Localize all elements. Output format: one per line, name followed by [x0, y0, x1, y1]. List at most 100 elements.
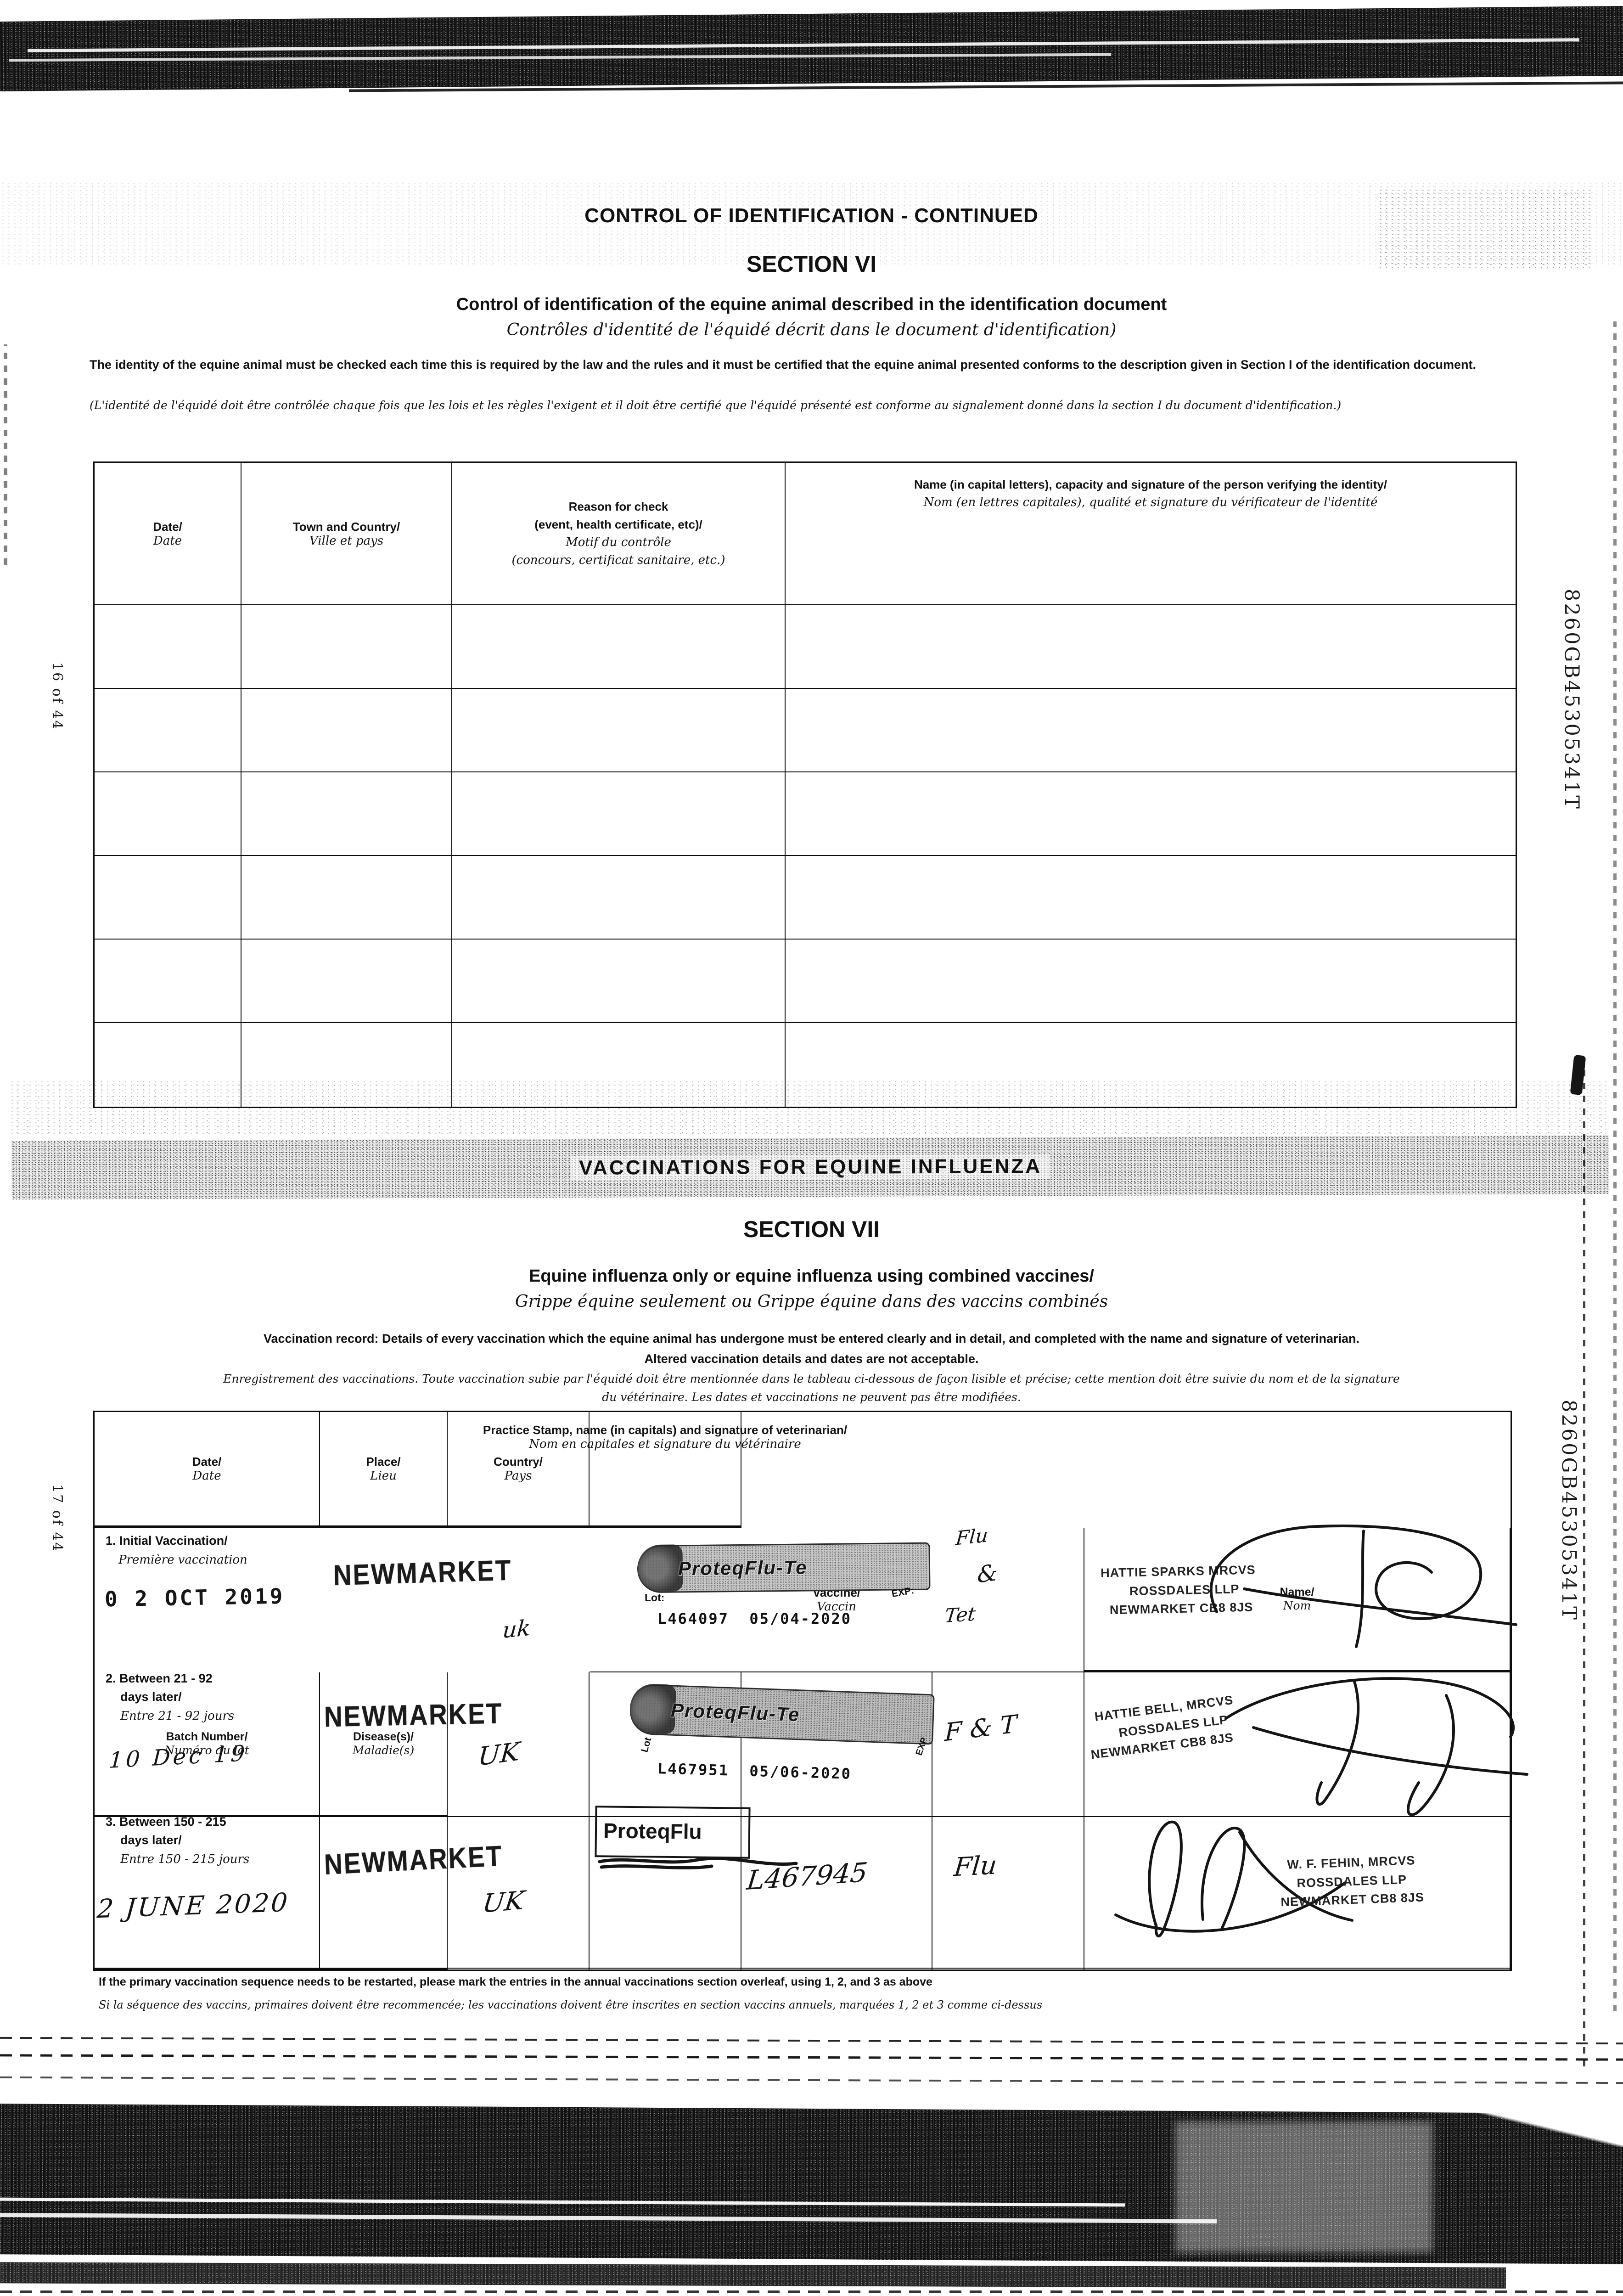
- section7-subtitle-fr: Grippe équine seulement ou Grippe équine…: [515, 1292, 1108, 1311]
- empty-cell: [786, 856, 1516, 940]
- vt-r3-batch: [1084, 1969, 1511, 1970]
- r3-country-handwriting: UK: [481, 1885, 526, 1919]
- empty-cell: [241, 1023, 452, 1107]
- vt-col-batch-fr: Numéro du lot: [164, 1744, 249, 1757]
- vt-col-batch-en: Batch Number/: [166, 1730, 248, 1743]
- col-header-reason-3: Motif du contrôle: [566, 535, 671, 549]
- vt-r2-place: [590, 1817, 741, 1969]
- col-header-date-en: Date/: [153, 519, 182, 534]
- section7-note-fr1: Enregistrement des vaccinations. Toute v…: [223, 1372, 1400, 1385]
- scan-streak-line1: [0, 2037, 1623, 2045]
- r1-signature: [1210, 1525, 1517, 1648]
- page-number-top: 16 of 44: [49, 662, 65, 731]
- section7-note-fr2: du vétérinaire. Les dates et vaccination…: [602, 1390, 1021, 1404]
- empty-cell: [452, 605, 786, 689]
- r2-vaccine-sticker: ProteqFlu-Te: [629, 1683, 935, 1745]
- section6-subtitle-fr: Contrôles d'identité de l'équidé décrit …: [506, 321, 1117, 339]
- vt-r2-vname: [932, 1817, 1084, 1969]
- empty-cell: [452, 940, 786, 1023]
- empty-cell: [452, 856, 786, 940]
- r1-vaccine-sticker: ProteqFlu-Te: [637, 1542, 931, 1593]
- col-header-verifier-fr: Nom (en lettres capitales), qualité et s…: [923, 495, 1378, 509]
- vt-col-stamp-fr: Nom en capitales et signature du vétérin…: [529, 1437, 801, 1451]
- col-header-reason-4: (concours, certificat sanitaire, etc.): [511, 553, 725, 567]
- empty-cell: [241, 940, 452, 1023]
- vt-col-place: Place/ Lieu: [320, 1412, 448, 1528]
- col-header-town-en: Town and Country/: [292, 519, 400, 534]
- footnote-fr: Si la séquence des vaccins, primaires do…: [99, 1998, 1043, 2011]
- r2-place-stamp: NEWMARKET: [324, 1697, 503, 1733]
- vt-col-country-en: Country/: [494, 1455, 543, 1469]
- footnote-en: If the primary vaccination sequence need…: [99, 1975, 932, 1988]
- section7-note-en2: Altered vaccination details and dates ar…: [644, 1352, 979, 1366]
- vt-r1-date: [448, 1672, 590, 1817]
- empty-cell: [786, 1023, 1516, 1107]
- speckle-title-right: [1377, 188, 1593, 269]
- vt-r2-batch: [1084, 1817, 1511, 1969]
- r3-label-fr: Entre 150 - 215 jours: [120, 1852, 250, 1866]
- r2-label-en1: 2. Between 21 - 92: [106, 1671, 213, 1685]
- document-serial-bottom: 8260GB45305341T: [1557, 1400, 1580, 1621]
- vt-col-disease: Disease(s)/ Maladie(s): [320, 1672, 448, 1817]
- vt-r3-vname: [932, 1969, 1084, 1970]
- col-header-verifier-en: Name (in capital letters), capacity and …: [914, 478, 1387, 491]
- vt-col-country: Country/ Pays: [448, 1412, 590, 1528]
- empty-cell: [786, 689, 1516, 772]
- vt-col-date: Date/ Date: [95, 1412, 320, 1528]
- col-header-town: Town and Country/ Ville et pays: [241, 463, 452, 605]
- section7-title: SECTION VII: [743, 1216, 880, 1242]
- r1-batch-number: L464097 05/04-2020: [657, 1610, 852, 1627]
- col-header-reason-1: Reason for check: [568, 500, 668, 513]
- col-header-verifier: Name (in capital letters), capacity and …: [786, 463, 1516, 605]
- r3-vaccine-stamp-box: ProteqFlu: [595, 1806, 751, 1859]
- page-number-bottom: 17 of 44: [49, 1484, 65, 1553]
- r1-vaccine-name: ProteqFlu-Te: [678, 1556, 808, 1580]
- scan-noise-bottom-wedge: [1442, 2103, 1623, 2147]
- vt-col-place-en: Place/: [366, 1455, 401, 1469]
- page-header: CONTROL OF IDENTIFICATION - CONTINUED: [584, 204, 1039, 227]
- r1-disease-line1: Flu: [955, 1524, 989, 1550]
- r1-place-stamp: NEWMARKET: [333, 1553, 512, 1592]
- empty-cell: [95, 605, 241, 689]
- r3-label-en2: days later/: [120, 1833, 182, 1847]
- vaccinations-banner-text: VACCINATIONS FOR EQUINE INFLUENZA: [570, 1154, 1050, 1181]
- section6-intro-fr: (L'identité de l'équidé doit être contrô…: [90, 399, 1342, 412]
- empty-cell: [95, 940, 241, 1023]
- vt-col-place-fr: Lieu: [370, 1469, 397, 1483]
- document-serial-top: 8260GB45305341T: [1560, 589, 1583, 810]
- r1-lot-label: Lot:: [645, 1592, 665, 1604]
- scan-artifact-vline: [1583, 1052, 1585, 2066]
- section7-note-en1: Vaccination record: Details of every vac…: [263, 1332, 1360, 1345]
- vt-r1-place: [590, 1672, 741, 1817]
- empty-cell: [241, 772, 452, 856]
- empty-cell: [452, 1023, 786, 1107]
- vt-col-vaccine-fr: Vaccin: [816, 1600, 857, 1614]
- col-header-town-fr: Ville et pays: [309, 534, 384, 548]
- vt-r3-date: [448, 1969, 590, 1970]
- r1-country-handwriting: uk: [501, 1615, 532, 1643]
- vt-r1-disease: [95, 1817, 320, 1969]
- vt-r1-stamp: [320, 1817, 448, 1969]
- vt-r1-vname: [932, 1672, 1084, 1817]
- empty-cell: [241, 856, 452, 940]
- vt-col-country-fr: Pays: [504, 1469, 532, 1483]
- r1-label-en: 1. Initial Vaccination/: [106, 1534, 228, 1548]
- empty-cell: [786, 940, 1516, 1023]
- vaccination-table: Date/ Date Place/ Lieu Country/ Pays Vac…: [93, 1411, 1512, 1971]
- vt-r1-batch: [1084, 1672, 1511, 1817]
- speckle-title-row: [0, 181, 1623, 266]
- vt-r2-country: [741, 1817, 932, 1969]
- r1-date-stamp: 0 2 OCT 2019: [104, 1583, 285, 1612]
- empty-cell: [241, 689, 452, 772]
- col-header-date-fr: Date: [153, 534, 182, 548]
- empty-cell: [786, 772, 1516, 856]
- vt-r1-country: [741, 1672, 932, 1817]
- vt-col-date-en: Date/: [192, 1455, 222, 1469]
- col-header-reason: Reason for check (event, health certific…: [452, 463, 786, 605]
- scan-streak-line2: [0, 2054, 1623, 2061]
- vt-col-date-fr: Date: [192, 1469, 221, 1483]
- scan-artifact-left-strip: [4, 344, 7, 565]
- section6-subtitle-en: Control of identification of the equine …: [456, 295, 1167, 314]
- r1-label-fr: Première vaccination: [118, 1553, 247, 1567]
